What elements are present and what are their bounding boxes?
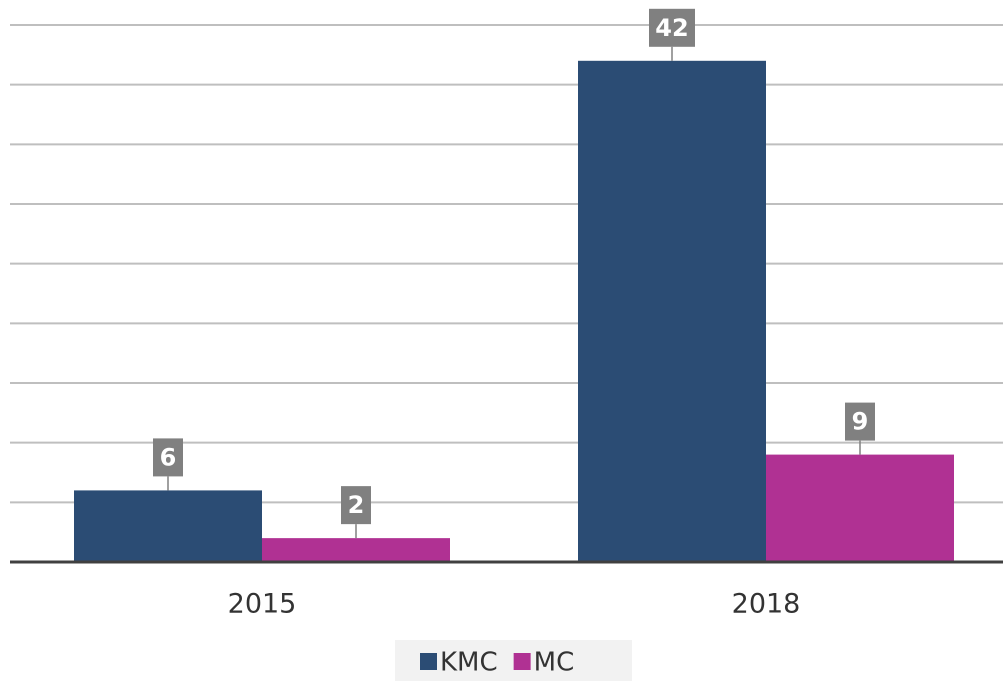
bar xyxy=(74,490,262,562)
value-label-box xyxy=(845,402,875,441)
bar xyxy=(578,60,766,563)
x-tick-label: 2015 xyxy=(228,589,297,620)
bar xyxy=(766,454,954,562)
value-label-box xyxy=(649,8,695,47)
legend-label: KMC xyxy=(440,648,498,678)
legend-label: MC xyxy=(534,648,575,678)
legend-swatch xyxy=(513,653,531,670)
x-tick-label: 2018 xyxy=(732,589,801,620)
value-label-box xyxy=(341,486,371,525)
value-label: 42 xyxy=(655,14,688,42)
legend-swatch xyxy=(420,653,437,670)
value-label-box xyxy=(153,438,183,477)
value-label: 6 xyxy=(160,443,177,471)
value-label: 9 xyxy=(852,408,869,436)
value-label: 2 xyxy=(348,491,365,519)
bar xyxy=(262,538,450,562)
